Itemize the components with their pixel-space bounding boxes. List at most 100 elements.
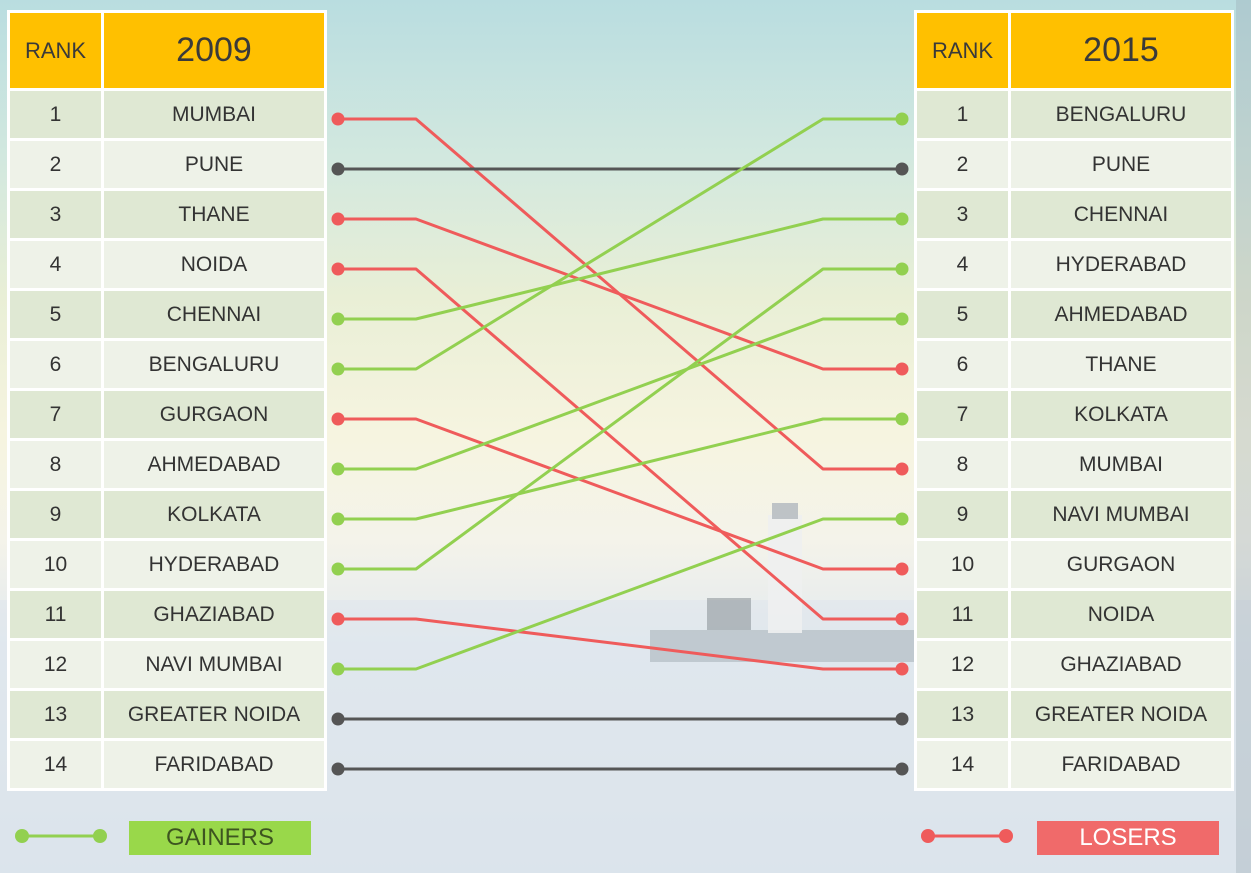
slope-line-chennai (331, 212, 909, 326)
slope-path (338, 317, 902, 471)
table-row: 12 GHAZIABAD (917, 641, 1231, 688)
rank-cell: 3 (917, 191, 1008, 238)
city-cell: NOIDA (1011, 591, 1231, 638)
city-cell: HYDERABAD (104, 541, 324, 588)
rank-cell: 5 (917, 291, 1008, 338)
slope-end-dot (895, 212, 909, 226)
table-header-row: RANK 2009 (10, 13, 324, 88)
city-cell: MUMBAI (104, 91, 324, 138)
legend-gainers-label: GAINERS (129, 821, 311, 855)
table-row: 11 NOIDA (917, 591, 1231, 638)
rank-cell: 13 (10, 691, 101, 738)
slope-end-dot (895, 612, 909, 626)
city-cell: PUNE (104, 141, 324, 188)
city-cell: MUMBAI (1011, 441, 1231, 488)
rank-cell: 3 (10, 191, 101, 238)
slope-start-dot (331, 212, 345, 226)
table-row: 8 MUMBAI (917, 441, 1231, 488)
table-row: 13 GREATER NOIDA (917, 691, 1231, 738)
slope-line-ahmedabad (331, 312, 909, 476)
slope-start-dot (331, 712, 345, 726)
table-row: 11 GHAZIABAD (10, 591, 324, 638)
slope-start-dot (331, 612, 345, 626)
slope-path (338, 267, 902, 571)
city-cell: GHAZIABAD (104, 591, 324, 638)
slope-start-dot (331, 462, 345, 476)
rank-cell: 8 (917, 441, 1008, 488)
rank-cell: 5 (10, 291, 101, 338)
rank-cell: 10 (10, 541, 101, 588)
rank-table-2015: RANK 2015 1 BENGALURU 2 PUNE 3 CHENNAI 4 HYD… (914, 10, 1234, 791)
city-cell: GURGAON (1011, 541, 1231, 588)
table-row: 10 HYDERABAD (10, 541, 324, 588)
rank-cell: 1 (10, 91, 101, 138)
rank-cell: 8 (10, 441, 101, 488)
table-row: 14 FARIDABAD (917, 741, 1231, 788)
slope-end-dot (895, 512, 909, 526)
legend-losers-label: LOSERS (1037, 821, 1219, 855)
rank-cell: 12 (10, 641, 101, 688)
city-cell: NAVI MUMBAI (104, 641, 324, 688)
table-row: 9 NAVI MUMBAI (917, 491, 1231, 538)
slope-start-dot (331, 662, 345, 676)
slope-start-dot (331, 412, 345, 426)
slope-line-hyderabad (331, 262, 909, 576)
table-row: 7 KOLKATA (917, 391, 1231, 438)
legend-losers-line (921, 829, 1013, 843)
slope-path (338, 617, 902, 671)
slope-start-dot (331, 112, 345, 126)
slope-end-dot (895, 362, 909, 376)
city-cell: GREATER NOIDA (1011, 691, 1231, 738)
city-cell: NAVI MUMBAI (1011, 491, 1231, 538)
rank-header: RANK (10, 13, 101, 88)
slope-end-dot (895, 412, 909, 426)
slope-start-dot (331, 162, 345, 176)
legend-gainers-line (15, 829, 107, 843)
slope-start-dot (331, 312, 345, 326)
table-row: 4 HYDERABAD (917, 241, 1231, 288)
slope-end-dot (895, 712, 909, 726)
rank-cell: 7 (10, 391, 101, 438)
rank-cell: 13 (917, 691, 1008, 738)
city-cell: PUNE (1011, 141, 1231, 188)
city-cell: KOLKATA (1011, 391, 1231, 438)
rank-cell: 10 (917, 541, 1008, 588)
table-row: 7 GURGAON (10, 391, 324, 438)
slope-start-dot (331, 262, 345, 276)
slope-path (338, 217, 902, 371)
city-cell: AHMEDABAD (104, 441, 324, 488)
rank-cell: 1 (917, 91, 1008, 138)
slope-end-dot (895, 762, 909, 776)
slope-path (338, 217, 902, 321)
slope-start-dot (331, 762, 345, 776)
table-row: 12 NAVI MUMBAI (10, 641, 324, 688)
slope-line-faridabad (331, 762, 909, 776)
table-row: 8 AHMEDABAD (10, 441, 324, 488)
slope-end-dot (895, 262, 909, 276)
rank-cell: 11 (10, 591, 101, 638)
table-row: 4 NOIDA (10, 241, 324, 288)
rank-cell: 14 (10, 741, 101, 788)
rank-cell: 6 (10, 341, 101, 388)
table-row: 2 PUNE (917, 141, 1231, 188)
rank-cell: 9 (10, 491, 101, 538)
rank-cell: 7 (917, 391, 1008, 438)
table-row: 5 CHENNAI (10, 291, 324, 338)
table-header-row: RANK 2015 (917, 13, 1231, 88)
city-cell: AHMEDABAD (1011, 291, 1231, 338)
rank-cell: 2 (10, 141, 101, 188)
rank-cell: 9 (917, 491, 1008, 538)
table-row: 9 KOLKATA (10, 491, 324, 538)
table-row: 13 GREATER NOIDA (10, 691, 324, 738)
slope-end-dot (895, 162, 909, 176)
slope-start-dot (331, 562, 345, 576)
slope-line-ghaziabad (331, 612, 909, 676)
year-header: 2009 (104, 13, 324, 88)
rank-cell: 12 (917, 641, 1008, 688)
table-row: 1 MUMBAI (10, 91, 324, 138)
city-cell: HYDERABAD (1011, 241, 1231, 288)
rank-cell: 14 (917, 741, 1008, 788)
slope-path (338, 417, 902, 571)
slope-line-bengaluru (331, 112, 909, 376)
table-row: 5 AHMEDABAD (917, 291, 1231, 338)
